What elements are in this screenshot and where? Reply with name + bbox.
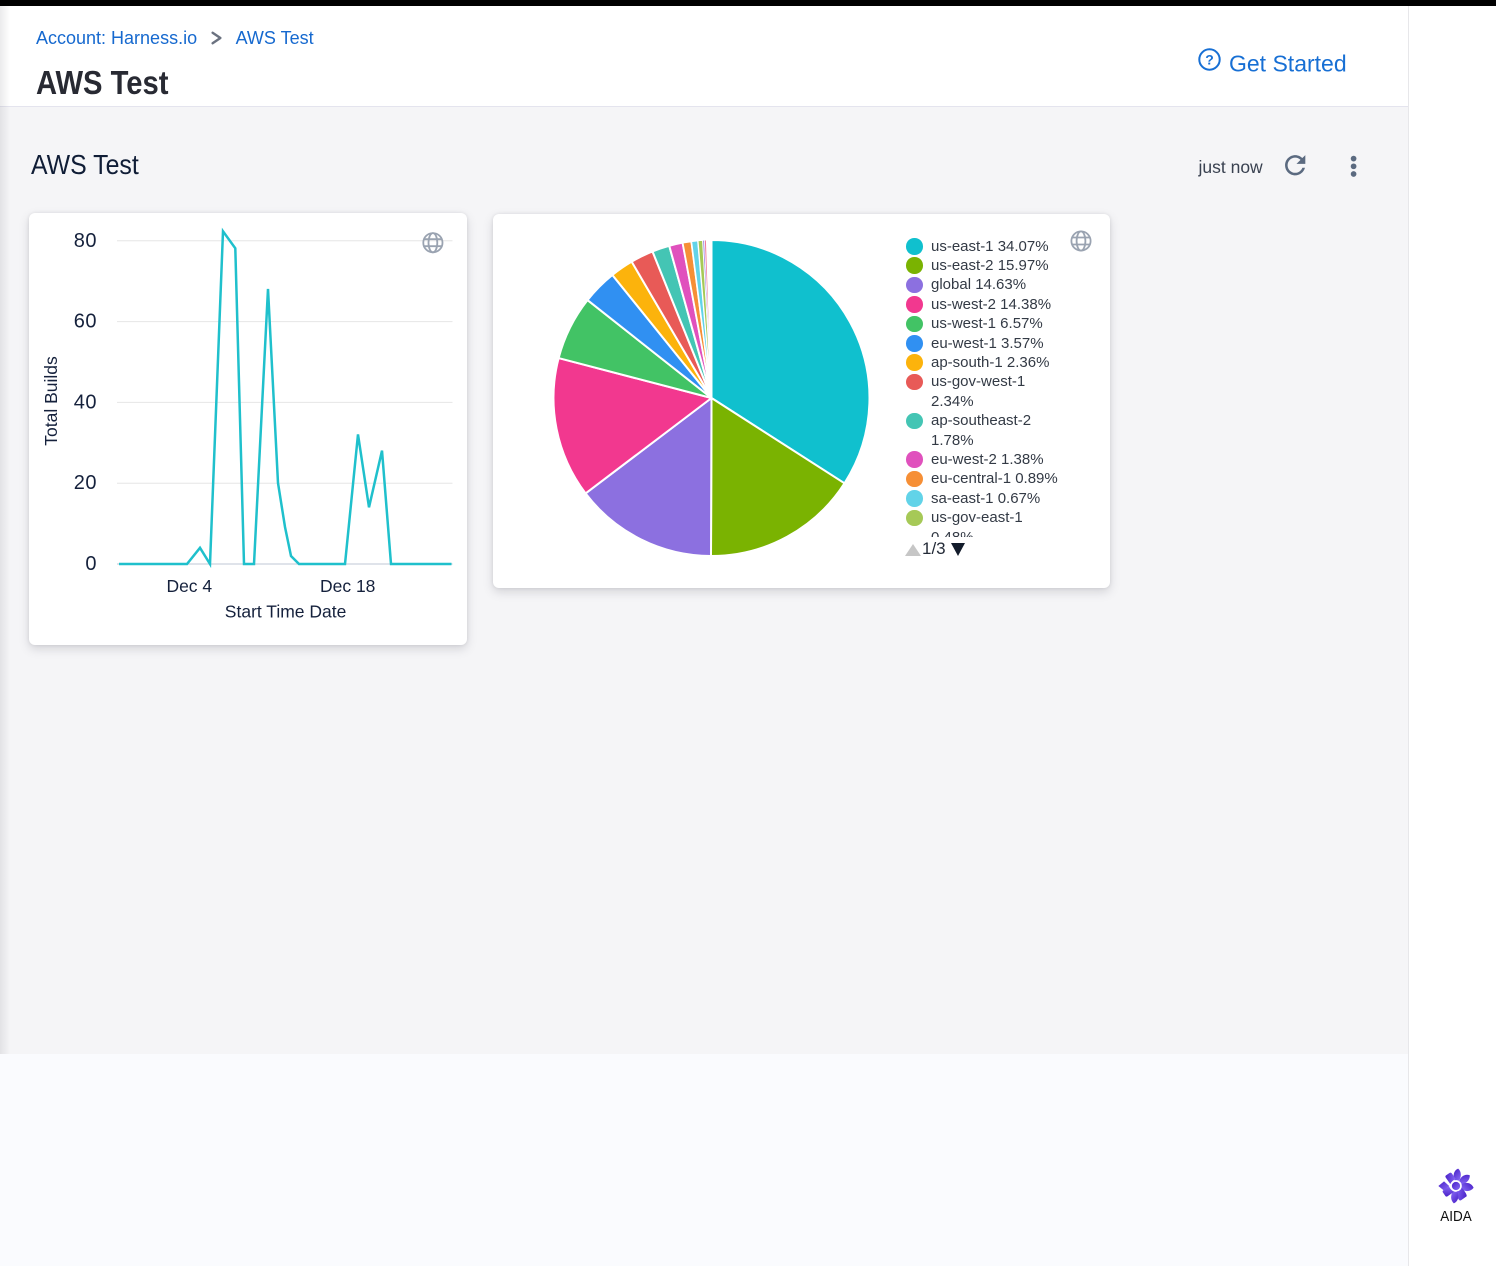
svg-text:0: 0 [85, 553, 97, 575]
svg-text:20: 20 [74, 472, 97, 494]
svg-text:Total Builds: Total Builds [41, 356, 61, 446]
svg-text:Start Time Date: Start Time Date [225, 602, 347, 622]
svg-text:Dec 4: Dec 4 [166, 576, 212, 596]
svg-text:80: 80 [74, 230, 97, 252]
svg-text:Dec 18: Dec 18 [320, 576, 375, 596]
svg-text:?: ? [1205, 51, 1214, 67]
svg-text:40: 40 [74, 391, 97, 413]
svg-text:60: 60 [74, 311, 97, 333]
